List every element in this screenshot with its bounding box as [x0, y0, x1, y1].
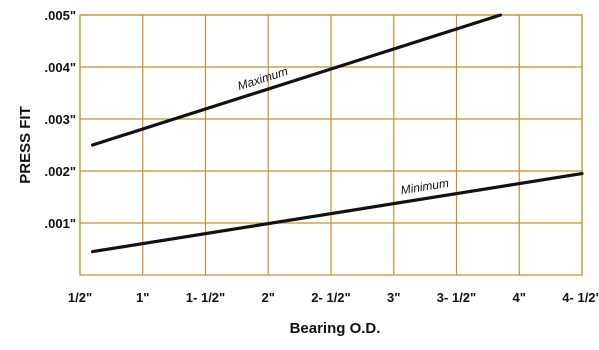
y-tick-label: .001": [45, 216, 76, 231]
series-line-maximum: [90, 13, 503, 147]
line-layer: [90, 13, 584, 254]
x-tick-label: 1": [136, 290, 149, 305]
series-label-minimum: Minimum: [400, 176, 450, 197]
series-line-minimum: [90, 172, 584, 254]
x-tick-label: 2": [262, 290, 275, 305]
y-tick-label: .005": [45, 8, 76, 23]
y-tick-label: .004": [45, 60, 76, 75]
x-tick-label: 1- 1/2": [186, 290, 225, 305]
series-label-maximum: Maximum: [236, 64, 290, 93]
x-axis-title: Bearing O.D.: [290, 320, 381, 337]
x-tick-label: 4- 1/2": [562, 290, 599, 305]
grid-layer: [79, 14, 583, 276]
x-tick-label: 2- 1/2": [311, 290, 350, 305]
x-tick-label: 3": [387, 290, 400, 305]
x-tick-label: 4": [513, 290, 526, 305]
y-tick-label: .002": [45, 164, 76, 179]
y-axis-title: PRESS FIT: [17, 106, 34, 184]
x-tick-label: 3- 1/2": [437, 290, 476, 305]
x-tick-label: 1/2": [68, 290, 92, 305]
label-layer: 1/2" 1" 1- 1/2" 2" 2- 1/2" 3" 3- 1/2" 4" 4- 1/2"…: [45, 8, 599, 305]
y-tick-label: .003": [45, 112, 76, 127]
